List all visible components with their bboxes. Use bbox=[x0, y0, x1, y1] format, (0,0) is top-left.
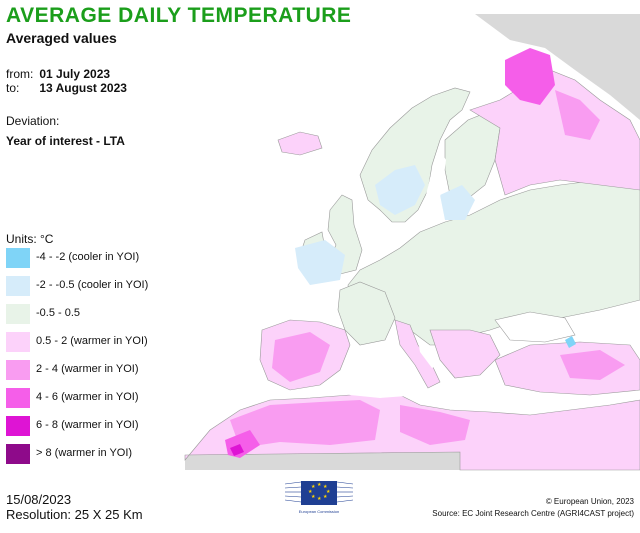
cool-anomalies bbox=[295, 165, 576, 348]
legend-label: 6 - 8 (warmer in YOI) bbox=[36, 419, 139, 431]
anomaly-scandinavia-cool bbox=[375, 165, 425, 215]
logo-building-icon bbox=[284, 481, 354, 503]
legend-swatch bbox=[6, 276, 30, 296]
legend-swatch bbox=[6, 332, 30, 352]
map-title: AVERAGE DAILY TEMPERATURE bbox=[6, 4, 352, 27]
eu-flag-icon: ★ ★ ★ ★ ★ ★ ★ ★ bbox=[301, 481, 337, 505]
legend-label: > 8 (warmer in YOI) bbox=[36, 447, 133, 459]
legend-swatch bbox=[6, 416, 30, 436]
warm-anomalies bbox=[225, 48, 625, 458]
mediterranean-west bbox=[340, 378, 420, 398]
anomaly-bulgaria-cool bbox=[565, 336, 576, 348]
anomaly-baltic-cool bbox=[440, 185, 475, 220]
legend-label: -4 - -2 (cooler in YOI) bbox=[36, 251, 140, 263]
legend-swatch bbox=[6, 248, 30, 268]
map-subtitle: Averaged values bbox=[6, 30, 117, 46]
region-balkans bbox=[429, 329, 501, 379]
logo-text: European Commission bbox=[298, 509, 340, 514]
anomaly-russia-pink bbox=[555, 90, 600, 140]
baltic-sea bbox=[426, 150, 446, 215]
anomaly-turkey-warm bbox=[560, 350, 625, 380]
source: Source: EC Joint Research Centre (AGRI4C… bbox=[432, 509, 634, 518]
region-finland bbox=[444, 111, 501, 201]
legend-swatch bbox=[6, 444, 30, 464]
from-label: from: bbox=[6, 67, 34, 81]
anomaly-sahara-warm bbox=[400, 405, 470, 445]
period-to: to: 13 August 2023 bbox=[6, 81, 127, 95]
seas bbox=[340, 150, 446, 398]
deviation-value: Year of interest - LTA bbox=[6, 134, 125, 148]
to-label: to: bbox=[6, 81, 20, 95]
resolution: Resolution: 25 X 25 Km bbox=[6, 507, 143, 522]
region-iceland bbox=[277, 131, 323, 156]
legend-units: Units: °C bbox=[6, 232, 54, 246]
black-sea bbox=[494, 311, 576, 343]
no-data-northeast bbox=[475, 14, 640, 120]
legend-label: 0.5 - 2 (warmer in YOI) bbox=[36, 335, 148, 347]
no-data-africa-south bbox=[185, 452, 460, 470]
period-from: from: 01 July 2023 bbox=[6, 67, 110, 81]
anomaly-morocco-warm bbox=[230, 400, 380, 448]
region-italy bbox=[394, 319, 441, 389]
legend-swatch bbox=[6, 360, 30, 380]
to-date: 13 August 2023 bbox=[39, 81, 127, 95]
legend-label: -0.5 - 0.5 bbox=[36, 307, 81, 319]
anomaly-poland-cool bbox=[295, 240, 345, 285]
issue-date: 15/08/2023 bbox=[6, 492, 72, 507]
deviation-label: Deviation: bbox=[6, 114, 60, 128]
legend-label: -2 - -0.5 (cooler in YOI) bbox=[36, 279, 149, 291]
region-france bbox=[337, 281, 396, 346]
legend-label: 4 - 6 (warmer in YOI) bbox=[36, 391, 139, 403]
legend-label: 2 - 4 (warmer in YOI) bbox=[36, 363, 139, 375]
anomaly-morocco-extreme bbox=[230, 444, 244, 456]
anomaly-iberia-warm bbox=[272, 332, 330, 382]
copyright: © European Union, 2023 bbox=[545, 497, 634, 506]
european-commission-logo: ★ ★ ★ ★ ★ ★ ★ ★ European Commission bbox=[283, 478, 355, 526]
legend-swatch bbox=[6, 388, 30, 408]
anomaly-russia-hot bbox=[505, 48, 555, 105]
from-date: 01 July 2023 bbox=[39, 67, 111, 81]
legend-swatch bbox=[6, 304, 30, 324]
adriatic-sea bbox=[418, 340, 438, 368]
